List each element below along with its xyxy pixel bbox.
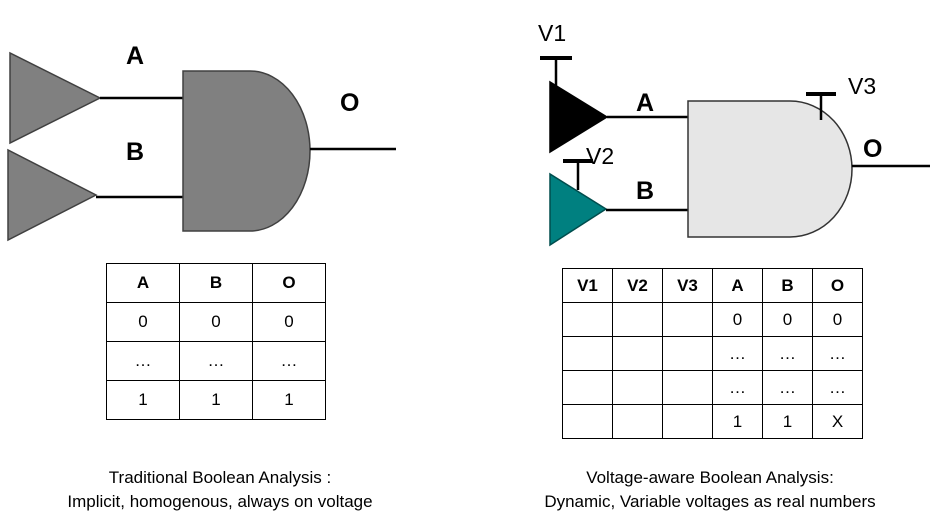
table-row: 1 1 X xyxy=(562,404,863,439)
table-cell xyxy=(612,302,663,337)
header-cell: O xyxy=(252,263,326,303)
left-label-b: B xyxy=(126,138,144,166)
table-cell: 0 xyxy=(812,302,863,337)
left-and-gate xyxy=(182,70,311,232)
right-label-a: A xyxy=(636,89,654,117)
table-cell: 1 xyxy=(712,404,763,439)
table-row: … … … xyxy=(106,341,326,381)
table-cell: … xyxy=(712,336,763,371)
right-caption-line-2: Dynamic, Variable voltages as real numbe… xyxy=(544,492,876,511)
right-caption-line-1: Voltage-aware Boolean Analysis: xyxy=(586,468,834,487)
table-row: 0 0 0 xyxy=(106,302,326,342)
header-cell: B xyxy=(179,263,253,303)
header-cell: V2 xyxy=(612,268,663,303)
right-and-gate xyxy=(687,100,853,238)
table-row: 0 0 0 xyxy=(562,302,863,337)
table-cell: 0 xyxy=(762,302,813,337)
table-cell: 0 xyxy=(106,302,180,342)
right-label-b: B xyxy=(636,177,654,205)
left-caption-line-2: Implicit, homogenous, always on voltage xyxy=(67,492,373,511)
right-truth-table: V1 V2 V3 A B O 0 0 0 … … … … … … 1 1 X xyxy=(562,268,863,439)
table-cell: … xyxy=(812,370,863,405)
right-circuit: V1 A V2 B V3 O xyxy=(538,20,930,247)
left-circuit: A B O xyxy=(7,42,396,242)
table-cell xyxy=(612,336,663,371)
right-label-v3: V3 xyxy=(848,73,876,99)
left-buffer-a xyxy=(9,51,102,145)
table-cell xyxy=(562,336,613,371)
table-cell: … xyxy=(812,336,863,371)
right-caption: Voltage-aware Boolean Analysis: Dynamic,… xyxy=(500,466,920,514)
left-label-o: O xyxy=(340,89,359,117)
table-cell xyxy=(662,370,713,405)
table-cell: X xyxy=(812,404,863,439)
table-cell xyxy=(562,404,613,439)
right-label-v2: V2 xyxy=(586,143,614,169)
table-cell: … xyxy=(762,370,813,405)
table-row: … … … xyxy=(562,370,863,405)
table-cell: … xyxy=(252,341,326,381)
table-cell xyxy=(562,370,613,405)
table-cell: 1 xyxy=(106,380,180,420)
header-cell: V1 xyxy=(562,268,613,303)
table-cell: … xyxy=(712,370,763,405)
table-cell: 0 xyxy=(252,302,326,342)
table-header-row: A B O xyxy=(106,263,326,303)
table-cell: 0 xyxy=(179,302,253,342)
table-cell: 1 xyxy=(252,380,326,420)
header-cell: V3 xyxy=(662,268,713,303)
table-cell xyxy=(662,302,713,337)
table-cell xyxy=(612,370,663,405)
right-label-v1: V1 xyxy=(538,20,566,46)
right-label-o: O xyxy=(863,135,882,163)
table-cell: 1 xyxy=(179,380,253,420)
table-cell: … xyxy=(762,336,813,371)
table-cell: … xyxy=(106,341,180,381)
left-label-a: A xyxy=(126,42,144,70)
left-caption-line-1: Traditional Boolean Analysis : xyxy=(108,468,332,487)
table-cell xyxy=(562,302,613,337)
table-row: … … … xyxy=(562,336,863,371)
left-truth-table: A B O 0 0 0 … … … 1 1 1 xyxy=(106,263,326,420)
table-cell xyxy=(662,404,713,439)
header-cell: B xyxy=(762,268,813,303)
table-cell xyxy=(612,404,663,439)
table-cell: 1 xyxy=(762,404,813,439)
right-buffer-b xyxy=(549,172,608,247)
table-cell: 0 xyxy=(712,302,763,337)
table-row: 1 1 1 xyxy=(106,380,326,420)
header-cell: O xyxy=(812,268,863,303)
table-cell xyxy=(662,336,713,371)
left-buffer-b xyxy=(7,148,98,242)
table-header-row: V1 V2 V3 A B O xyxy=(562,268,863,303)
header-cell: A xyxy=(106,263,180,303)
left-caption: Traditional Boolean Analysis : Implicit,… xyxy=(10,466,430,514)
header-cell: A xyxy=(712,268,763,303)
table-cell: … xyxy=(179,341,253,381)
right-buffer-a xyxy=(549,80,609,154)
